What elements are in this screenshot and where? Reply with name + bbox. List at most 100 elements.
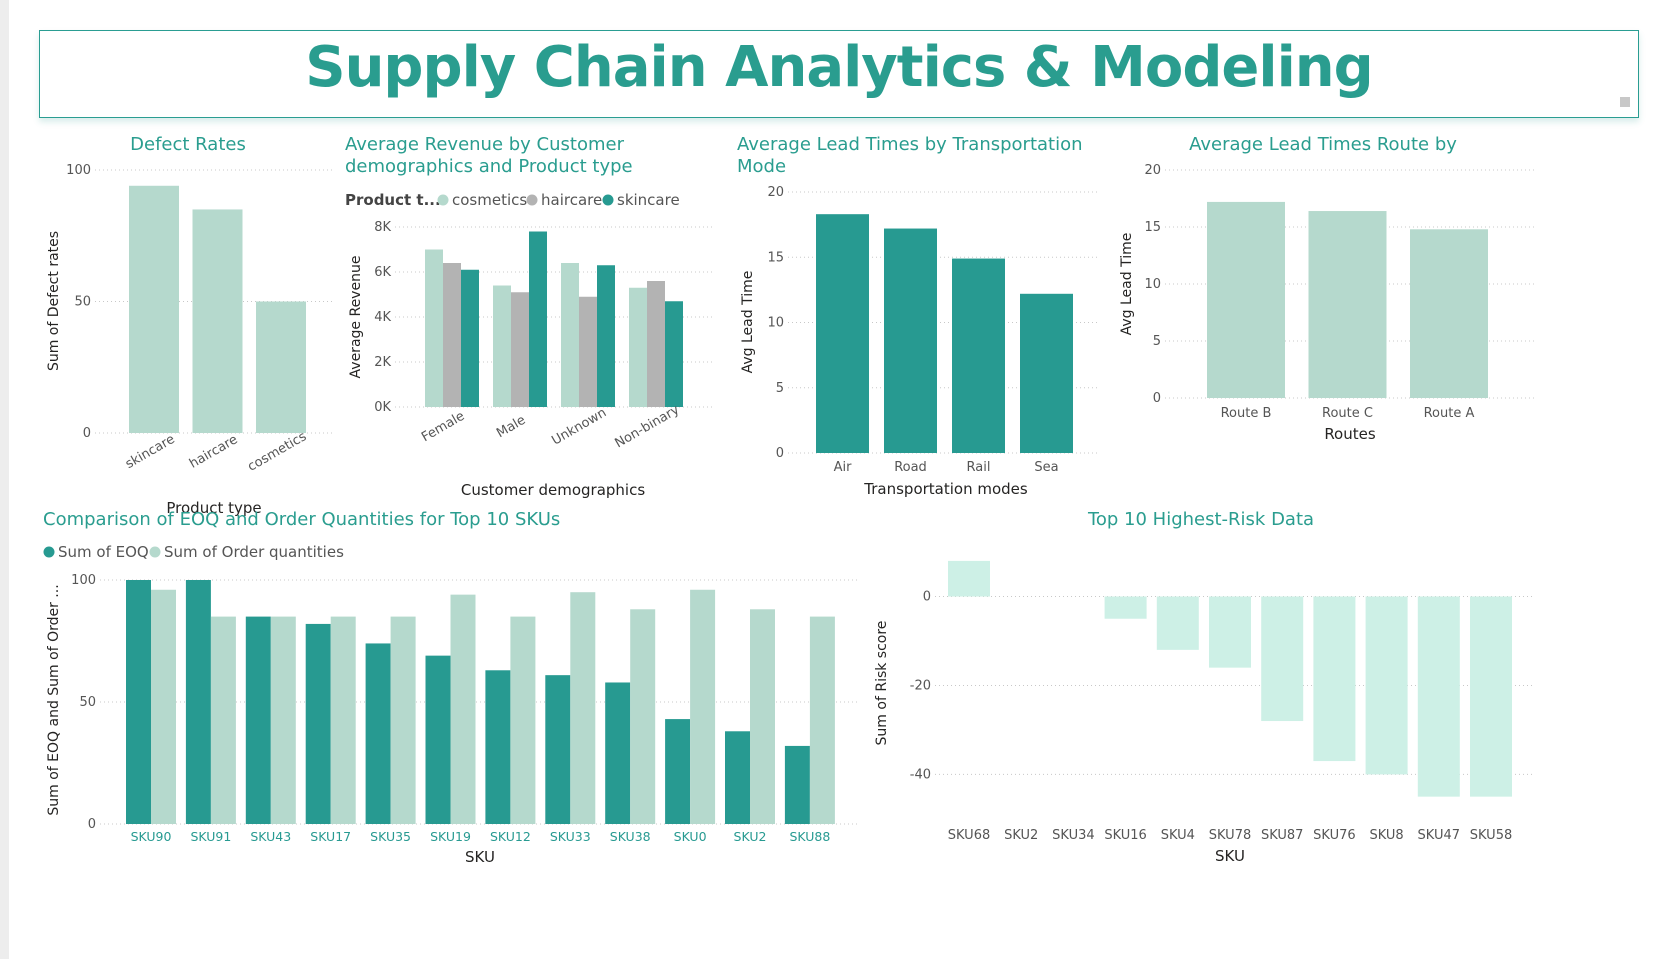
lead-mode-ytick-label: 10 [767, 316, 784, 331]
revenue-bar-haircare[interactable] [443, 263, 461, 407]
lead-mode-bar[interactable] [884, 228, 937, 453]
eoq-bar[interactable] [725, 731, 750, 824]
lead-mode-xtick-label: Air [834, 460, 853, 475]
eoq-bar[interactable] [665, 719, 691, 824]
risk-xtick-label: SKU68 [948, 828, 991, 843]
eoq-bar[interactable] [245, 616, 271, 824]
revenue-x-axis-label: Customer demographics [461, 481, 645, 499]
eoq-xtick-label: SKU35 [370, 829, 411, 844]
risk-bar[interactable] [1417, 596, 1460, 797]
lead-mode-xtick-label: Rail [967, 460, 991, 475]
eoq-legend-label[interactable]: Sum of EOQ [58, 543, 149, 561]
revenue-legend-label[interactable]: skincare [617, 191, 680, 209]
lead-mode-ytick-label: 5 [776, 381, 784, 396]
lead-route-x-axis-label: Routes [1324, 425, 1376, 443]
risk-xtick-label: SKU2 [1004, 828, 1038, 843]
lead-mode-bar[interactable] [952, 258, 1005, 453]
defect-bar[interactable] [256, 301, 306, 434]
defect-ytick-label: 50 [74, 295, 91, 310]
order-quantity-bar[interactable] [690, 589, 716, 824]
order-quantity-bar[interactable] [270, 616, 296, 824]
order-quantity-bar[interactable] [750, 609, 775, 824]
revenue-chart-title: Average Revenue by Customer [345, 134, 625, 155]
revenue-legend-label[interactable]: cosmetics [452, 191, 527, 209]
eoq-bar[interactable] [126, 580, 151, 824]
revenue-bar-cosmetics[interactable] [425, 249, 443, 408]
risk-bar[interactable] [1104, 596, 1147, 619]
eoq-legend-swatch [43, 546, 55, 558]
eoq-xtick-label: SKU19 [430, 829, 471, 844]
revenue-legend-swatch [526, 194, 538, 206]
eoq-chart-title: Comparison of EOQ and Order Quantities f… [43, 509, 560, 530]
defect-bar[interactable] [192, 209, 243, 433]
defect-bar[interactable] [129, 185, 179, 433]
risk-ytick-label: -40 [910, 767, 931, 782]
revenue-bar-haircare[interactable] [511, 292, 529, 407]
resize-grip-icon[interactable] [1620, 97, 1630, 107]
eoq-xtick-label: SKU33 [550, 829, 591, 844]
eoq-y-axis-label: Sum of EOQ and Sum of Order ... [46, 584, 62, 815]
eoq-ytick-label: 100 [71, 573, 96, 588]
risk-xtick-label: SKU58 [1470, 828, 1513, 843]
lead-mode-bar[interactable] [1020, 293, 1073, 453]
lead-mode-y-axis-label: Avg Lead Time [740, 271, 756, 374]
eoq-xtick-label: SKU2 [734, 829, 767, 844]
eoq-bar[interactable] [485, 670, 511, 824]
eoq-bar[interactable] [365, 643, 391, 824]
order-quantity-bar[interactable] [330, 616, 356, 824]
risk-ytick-label: -20 [910, 678, 931, 693]
eoq-legend-label[interactable]: Sum of Order quantities [164, 543, 344, 561]
risk-bar[interactable] [1261, 596, 1304, 722]
lead-mode-ytick-label: 15 [767, 250, 784, 265]
order-quantity-bar[interactable] [510, 616, 536, 824]
order-quantity-bar[interactable] [630, 609, 656, 824]
eoq-bar[interactable] [784, 745, 810, 824]
lead-route-bar[interactable] [1207, 201, 1285, 398]
title-banner: Supply Chain Analytics & Modeling [39, 30, 1639, 118]
revenue-bar-haircare[interactable] [579, 296, 597, 407]
lead-route-bar[interactable] [1308, 211, 1387, 398]
lead-mode-ytick-label: 0 [776, 446, 784, 461]
lead-mode-xtick-label: Road [894, 460, 927, 475]
risk-bar[interactable] [1470, 596, 1512, 797]
revenue-bar-skincare[interactable] [461, 269, 479, 407]
eoq-xtick-label: SKU38 [610, 829, 651, 844]
eoq-xtick-label: SKU12 [490, 829, 531, 844]
revenue-bar-skincare[interactable] [597, 265, 615, 407]
revenue-bar-skincare[interactable] [529, 231, 547, 408]
risk-chart-title: Top 10 Highest-Risk Data [1087, 509, 1314, 530]
eoq-bar[interactable] [185, 580, 211, 824]
order-quantity-bar[interactable] [390, 616, 416, 824]
revenue-bar-cosmetics[interactable] [493, 285, 511, 408]
revenue-ytick-label: 8K [374, 220, 391, 235]
revenue-bar-cosmetics[interactable] [629, 287, 647, 407]
revenue-bar-cosmetics[interactable] [561, 263, 579, 407]
eoq-x-axis-label: SKU [465, 848, 495, 866]
risk-bar[interactable] [1313, 596, 1356, 762]
order-quantity-bar[interactable] [809, 616, 835, 824]
risk-bar[interactable] [1156, 596, 1199, 650]
eoq-bar[interactable] [605, 682, 631, 824]
eoq-ytick-label: 0 [88, 817, 96, 832]
lead-route-bar[interactable] [1410, 229, 1488, 398]
eoq-bar[interactable] [545, 675, 571, 824]
risk-bar[interactable] [1365, 596, 1408, 775]
revenue-bar-skincare[interactable] [665, 301, 683, 407]
lead-mode-chart-title: Mode [737, 156, 786, 177]
eoq-bar[interactable] [425, 655, 451, 824]
revenue-bar-haircare[interactable] [647, 281, 665, 407]
defect-xtick-label: skincare [123, 432, 178, 472]
order-quantity-bar[interactable] [210, 616, 236, 824]
revenue-ytick-label: 2K [374, 355, 391, 370]
order-quantity-bar[interactable] [151, 589, 176, 824]
eoq-xtick-label: SKU90 [131, 829, 172, 844]
risk-bar[interactable] [948, 560, 990, 597]
order-quantity-bar[interactable] [570, 592, 596, 824]
order-quantity-bar[interactable] [450, 594, 476, 824]
risk-bar[interactable] [1209, 596, 1251, 668]
lead-mode-bar[interactable] [816, 214, 869, 453]
risk-y-axis-label: Sum of Risk score [874, 621, 890, 746]
revenue-legend-label[interactable]: haircare [541, 191, 602, 209]
eoq-bar[interactable] [305, 623, 331, 824]
risk-xtick-label: SKU4 [1161, 828, 1195, 843]
